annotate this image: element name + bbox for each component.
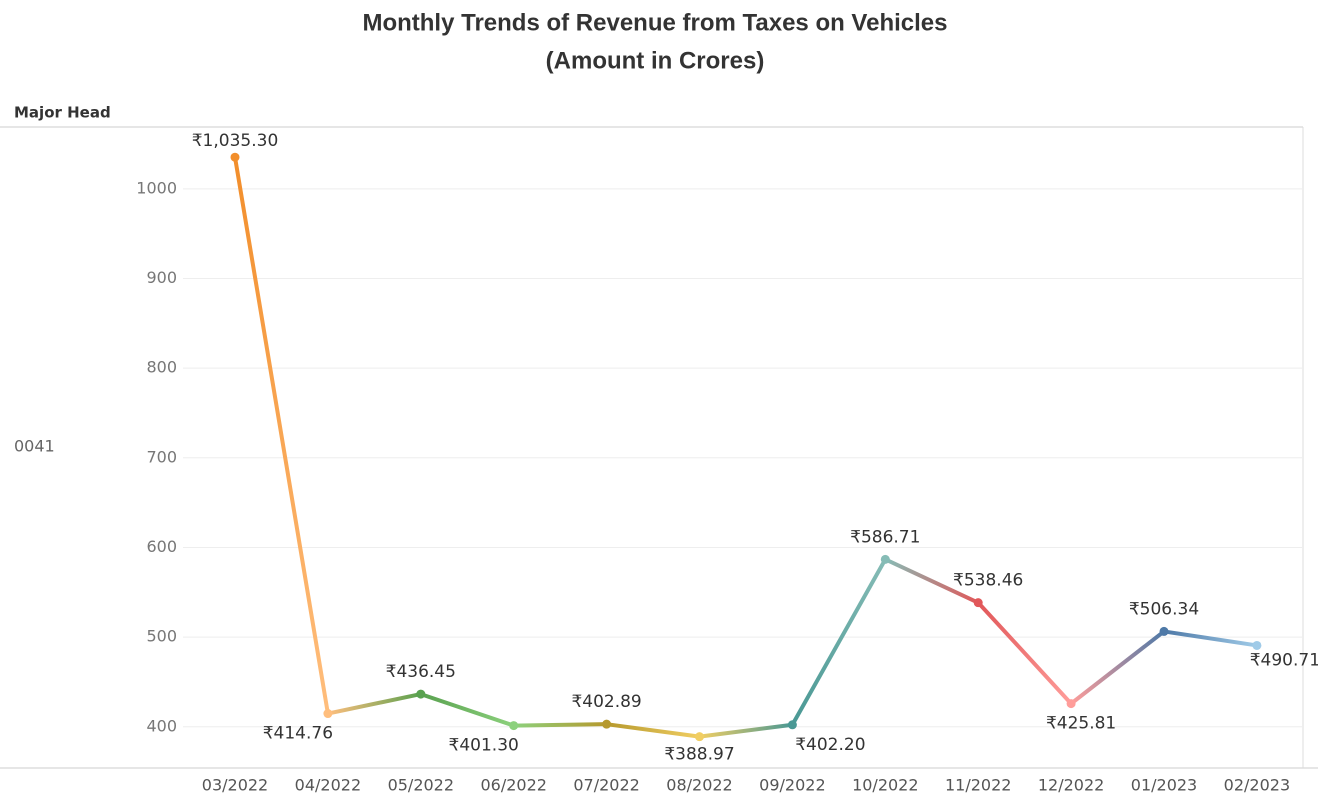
line-segment (976, 600, 1074, 706)
value-label: ₹506.34 (1129, 599, 1199, 619)
value-label: ₹1,035.30 (192, 131, 279, 151)
point (509, 721, 519, 731)
x-tick-label: 09/2022 (759, 776, 825, 795)
line-segment (511, 722, 609, 728)
x-tick-label: 02/2023 (1224, 776, 1290, 795)
point (880, 554, 890, 564)
point (416, 689, 426, 699)
x-tick-label: 11/2022 (945, 776, 1011, 795)
x-tick-label: 03/2022 (202, 776, 268, 795)
line-segment (325, 692, 423, 716)
point (695, 732, 704, 742)
y-tick-label: 400 (146, 716, 177, 735)
point (1159, 626, 1169, 636)
value-label: ₹414.76 (263, 724, 333, 744)
point (1252, 640, 1262, 650)
y-tick-label: 1000 (136, 178, 177, 197)
x-tick-label: 08/2022 (666, 776, 732, 795)
value-label: ₹538.46 (953, 571, 1023, 591)
point (1066, 699, 1076, 709)
value-label: ₹490.71 (1250, 650, 1318, 670)
point (973, 598, 983, 608)
x-tick-label: 06/2022 (480, 776, 546, 795)
line-segment (697, 722, 795, 739)
x-tick-label: 07/2022 (573, 776, 639, 795)
x-tick-label: 05/2022 (388, 776, 454, 795)
value-label: ₹425.81 (1046, 714, 1116, 734)
value-label: ₹401.30 (449, 736, 519, 756)
point (787, 720, 797, 730)
y-tick-label: 800 (146, 358, 177, 377)
row-header: Major Head (14, 104, 111, 122)
x-tick-label: 12/2022 (1038, 776, 1104, 795)
x-tick-label: 01/2023 (1131, 776, 1197, 795)
chart-subtitle: (Amount in Crores) (546, 47, 765, 74)
value-label: ₹388.97 (664, 745, 734, 765)
y-tick-label: 500 (146, 627, 177, 646)
x-tick-label: 10/2022 (852, 776, 918, 795)
value-label: ₹586.71 (850, 527, 920, 547)
chart-title: Monthly Trends of Revenue from Taxes on … (362, 9, 947, 36)
line-segment (418, 692, 516, 728)
point (602, 719, 612, 729)
x-tick-label: 04/2022 (295, 776, 361, 795)
line-segment (1162, 629, 1259, 648)
value-label: ₹402.20 (795, 735, 865, 755)
line-segment (790, 557, 888, 727)
y-tick-label: 700 (146, 447, 177, 466)
point (323, 709, 333, 719)
point (230, 152, 240, 162)
y-tick-label: 600 (146, 537, 177, 556)
y-tick-label: 900 (146, 268, 177, 287)
line-segment (883, 557, 981, 605)
value-label: ₹436.45 (386, 662, 456, 682)
line-segment (604, 722, 702, 739)
value-label: ₹402.89 (571, 692, 641, 712)
line-segment (1069, 629, 1166, 706)
row-label: 0041 (14, 437, 55, 456)
line-segment (233, 155, 330, 716)
